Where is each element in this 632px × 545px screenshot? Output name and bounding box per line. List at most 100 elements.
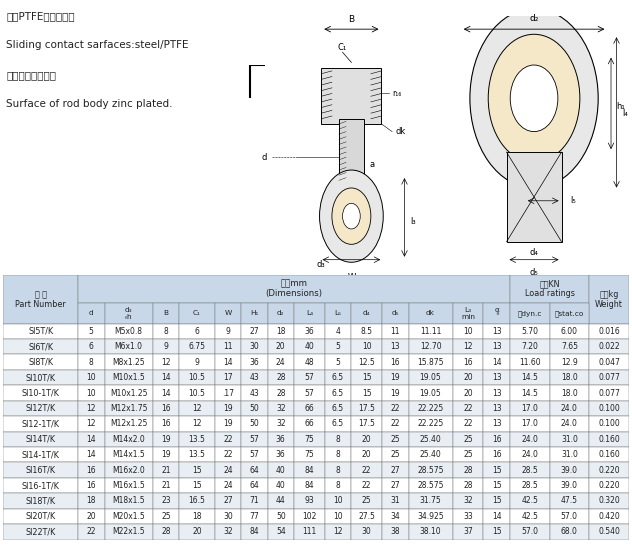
Bar: [241, 447, 267, 462]
Bar: [294, 339, 325, 354]
Text: 27: 27: [223, 496, 233, 505]
Bar: [3, 478, 78, 493]
Text: 47.5: 47.5: [561, 496, 578, 505]
Bar: [351, 416, 382, 432]
Bar: [153, 478, 179, 493]
Text: 14: 14: [87, 435, 96, 444]
Bar: [351, 370, 382, 385]
Text: 13.5: 13.5: [188, 450, 205, 459]
Text: 0.100: 0.100: [598, 404, 620, 413]
Text: d₄: d₄: [363, 310, 370, 316]
Bar: [3, 385, 78, 401]
Bar: [408, 493, 453, 508]
Bar: [179, 524, 215, 540]
Text: 32: 32: [463, 496, 473, 505]
Bar: [241, 493, 267, 508]
Bar: [589, 339, 629, 354]
Bar: [510, 416, 550, 432]
Text: d: d: [261, 153, 267, 162]
Bar: [589, 493, 629, 508]
Bar: [179, 462, 215, 478]
Bar: [453, 462, 483, 478]
Text: 15: 15: [492, 481, 501, 490]
Text: B: B: [348, 15, 355, 24]
Text: 11: 11: [391, 327, 400, 336]
Bar: [351, 447, 382, 462]
Text: 16: 16: [492, 450, 501, 459]
Bar: [78, 401, 104, 416]
Text: 17.0: 17.0: [521, 419, 538, 428]
Bar: [325, 478, 351, 493]
Bar: [483, 303, 510, 324]
Bar: [153, 385, 179, 401]
Bar: [325, 370, 351, 385]
Text: 10: 10: [87, 373, 96, 382]
Text: 12: 12: [463, 342, 473, 351]
Text: Sliding contact sarfaces:steel/PTFE: Sliding contact sarfaces:steel/PTFE: [6, 40, 189, 50]
Bar: [179, 303, 215, 324]
Bar: [382, 324, 408, 339]
Text: 48: 48: [305, 358, 314, 367]
Text: 15: 15: [492, 496, 501, 505]
Bar: [483, 508, 510, 524]
Bar: [589, 339, 629, 354]
Text: 10: 10: [87, 389, 96, 397]
Bar: [179, 354, 215, 370]
Circle shape: [320, 170, 383, 262]
Text: 负荷KN
Load ratings: 负荷KN Load ratings: [525, 280, 574, 299]
Bar: [215, 524, 241, 540]
Bar: [325, 493, 351, 508]
Bar: [78, 508, 104, 524]
Text: 64: 64: [250, 481, 259, 490]
Text: 66: 66: [305, 404, 314, 413]
Bar: [153, 524, 179, 540]
Text: 40: 40: [276, 481, 286, 490]
Bar: [78, 478, 104, 493]
Bar: [408, 432, 453, 447]
Text: 6.5: 6.5: [332, 373, 344, 382]
Bar: [294, 416, 325, 432]
Bar: [104, 462, 153, 478]
Text: SI8T/K: SI8T/K: [28, 358, 53, 367]
Text: M12x1.25: M12x1.25: [110, 419, 147, 428]
Bar: [267, 508, 294, 524]
Bar: [550, 354, 589, 370]
Bar: [267, 385, 294, 401]
Bar: [241, 447, 267, 462]
Bar: [408, 524, 453, 540]
Bar: [550, 339, 589, 354]
Text: M10x1.5: M10x1.5: [112, 373, 145, 382]
Text: d₅: d₅: [392, 310, 399, 316]
Bar: [215, 524, 241, 540]
Bar: [589, 416, 629, 432]
Bar: [351, 524, 382, 540]
Bar: [78, 508, 104, 524]
Bar: [179, 493, 215, 508]
Text: W: W: [224, 310, 231, 316]
Bar: [241, 354, 267, 370]
Text: 11.11: 11.11: [420, 327, 441, 336]
Bar: [267, 385, 294, 401]
Text: SI16-1T/K: SI16-1T/K: [21, 481, 59, 490]
Bar: [294, 324, 325, 339]
Text: dk: dk: [396, 127, 406, 136]
Bar: [325, 447, 351, 462]
Bar: [215, 339, 241, 354]
Bar: [408, 508, 453, 524]
Bar: [104, 303, 153, 324]
Bar: [483, 370, 510, 385]
Text: 8: 8: [89, 358, 94, 367]
Bar: [325, 324, 351, 339]
Text: 22: 22: [362, 465, 372, 475]
Bar: [179, 447, 215, 462]
Bar: [382, 493, 408, 508]
Text: 25: 25: [161, 512, 171, 521]
Bar: [104, 462, 153, 478]
Text: C₁: C₁: [193, 310, 201, 316]
Bar: [78, 303, 104, 324]
Text: 27: 27: [250, 327, 259, 336]
Bar: [153, 339, 179, 354]
Bar: [408, 303, 453, 324]
Text: M14x1.5: M14x1.5: [112, 450, 145, 459]
Text: 16: 16: [161, 404, 171, 413]
